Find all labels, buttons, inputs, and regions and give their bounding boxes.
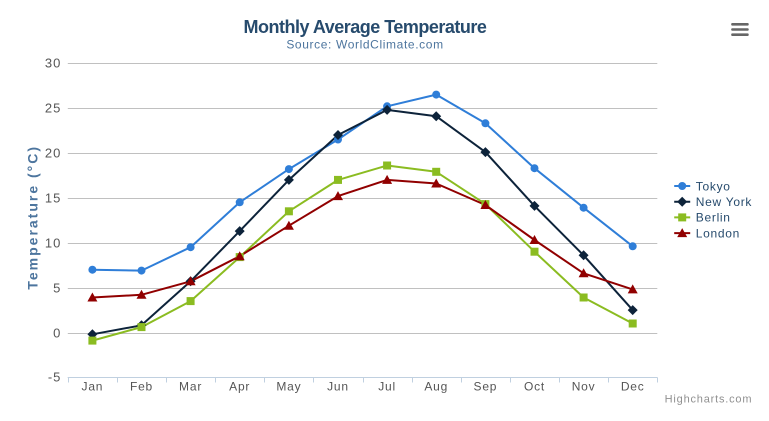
svg-text:30: 30: [45, 55, 61, 70]
svg-text:25: 25: [45, 100, 61, 115]
svg-text:Oct: Oct: [524, 380, 545, 394]
svg-text:London: London: [696, 226, 740, 240]
svg-text:Jun: Jun: [327, 380, 349, 394]
svg-text:Feb: Feb: [130, 380, 153, 394]
svg-text:20: 20: [45, 145, 61, 160]
svg-text:5: 5: [53, 280, 61, 295]
svg-text:Sep: Sep: [474, 380, 498, 394]
svg-text:Highcharts.com: Highcharts.com: [665, 393, 753, 405]
svg-text:Apr: Apr: [229, 380, 250, 394]
svg-text:10: 10: [45, 235, 61, 250]
svg-text:Dec: Dec: [621, 380, 645, 394]
svg-text:New York: New York: [696, 195, 753, 209]
svg-text:Jan: Jan: [82, 380, 104, 394]
svg-text:Nov: Nov: [572, 380, 596, 394]
svg-text:Temperature (°C): Temperature (°C): [25, 145, 41, 290]
svg-text:Jul: Jul: [378, 380, 396, 394]
svg-text:Source: WorldClimate.com: Source: WorldClimate.com: [286, 38, 443, 52]
svg-text:May: May: [276, 380, 301, 394]
svg-text:Monthly Average Temperature: Monthly Average Temperature: [244, 17, 487, 37]
svg-text:Tokyo: Tokyo: [696, 179, 731, 193]
svg-text:Mar: Mar: [179, 380, 202, 394]
svg-text:-5: -5: [48, 369, 62, 384]
svg-text:15: 15: [45, 190, 61, 205]
svg-text:Aug: Aug: [424, 380, 448, 394]
svg-text:Berlin: Berlin: [696, 211, 731, 225]
svg-text:0: 0: [53, 325, 61, 340]
